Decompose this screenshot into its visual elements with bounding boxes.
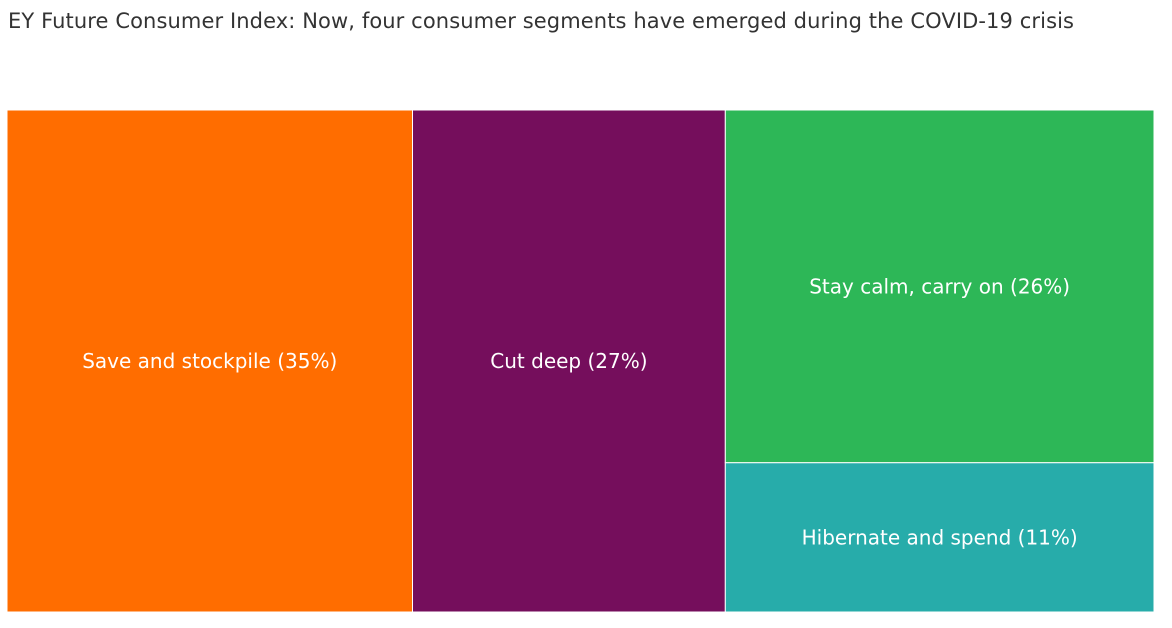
treemap-cell-hibernate-and-spend <box>724 462 1155 613</box>
treemap-cell-save-and-stockpile <box>6 109 414 613</box>
treemap-label-save-and-stockpile: Save and stockpile (35%) <box>82 349 337 373</box>
treemap-cells: Save and stockpile (35%) Cut deep (27%) St… <box>6 109 1155 613</box>
treemap-cell-stay-calm-carry-on <box>724 109 1155 464</box>
treemap-label-stay-calm-carry-on: Stay calm, carry on (26%) <box>809 274 1070 298</box>
treemap-label-hibernate-and-spend: Hibernate and spend (11%) <box>802 525 1078 549</box>
treemap-label-cut-deep: Cut deep (27%) <box>490 349 647 373</box>
treemap-cell-cut-deep <box>412 109 726 613</box>
chart-title: EY Future Consumer Index: Now, four cons… <box>8 9 1075 33</box>
